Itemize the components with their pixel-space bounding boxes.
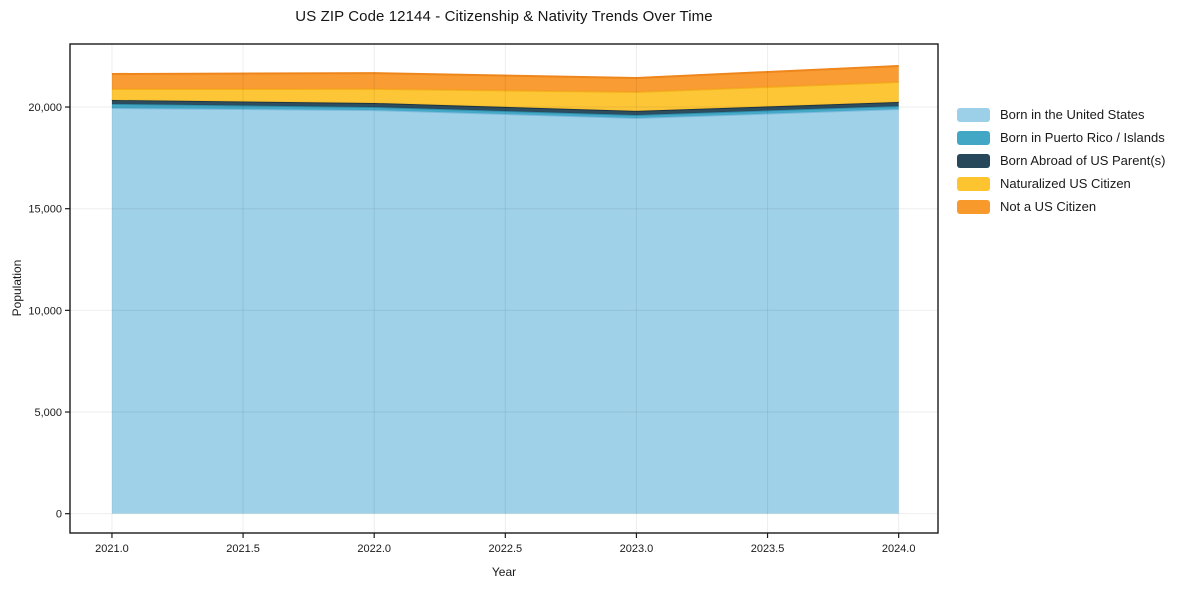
legend-label: Born Abroad of US Parent(s) [1000,153,1166,168]
legend-label: Born in Puerto Rico / Islands [1000,130,1165,145]
legend-label: Born in the United States [1000,107,1145,122]
plot-border [69,43,939,534]
area-born-us [111,108,899,514]
x-tick-label: 2023.0 [620,543,654,555]
legend-swatch-naturalized [957,176,990,191]
x-tick-label: 2023.5 [751,543,785,555]
legend-swatch-born-us [957,107,990,122]
y-tick-label: 20,000 [28,102,62,114]
legend: Born in the United States Born in Puerto … [957,103,1165,218]
x-tick-label: 2022.5 [488,543,522,555]
legend-item-naturalized: Naturalized US Citizen [957,172,1165,195]
legend-label: Naturalized US Citizen [1000,176,1131,191]
x-tick-label: 2024.0 [882,543,916,555]
legend-label: Not a US Citizen [1000,199,1097,214]
area-not-citizen [111,65,899,92]
legend-item-not-citizen: Not a US Citizen [957,195,1165,218]
legend-swatch-not-citizen [957,199,990,214]
x-tick-label: 2021.0 [95,543,129,555]
legend-item-puerto-rico: Born in Puerto Rico / Islands [957,126,1165,149]
y-tick-label: 0 [56,509,62,521]
x-axis-label: Year [491,565,517,579]
y-axis-label: Population [10,259,24,317]
legend-item-born-abroad: Born Abroad of US Parent(s) [957,149,1165,172]
legend-swatch-born-abroad [957,153,990,168]
y-tick-label: 15,000 [28,204,62,216]
chart-title: US ZIP Code 12144 - Citizenship & Nativi… [295,8,713,25]
legend-swatch-puerto-rico [957,130,990,145]
x-tick-label: 2022.0 [357,543,391,555]
legend-item-born-us: Born in the United States [957,103,1165,126]
area-edge-not-citizen [111,64,899,79]
y-tick-label: 10,000 [28,305,62,317]
x-tick-label: 2021.5 [226,543,260,555]
y-tick-label: 5,000 [34,407,62,419]
